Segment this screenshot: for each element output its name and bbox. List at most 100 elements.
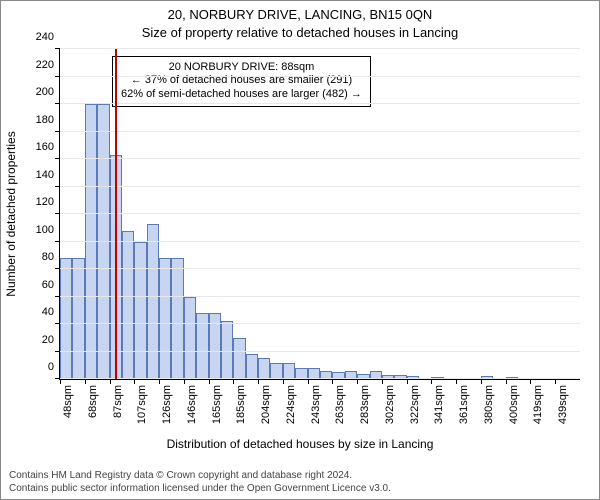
xtick-label: 107sqm bbox=[136, 385, 148, 424]
xtick-label: 185sqm bbox=[235, 385, 247, 424]
gridline-h bbox=[60, 131, 580, 132]
xtick-label: 380sqm bbox=[483, 385, 495, 424]
xtick-label: 48sqm bbox=[62, 385, 74, 418]
histogram-bar bbox=[171, 258, 183, 379]
ytick-label: 0 bbox=[48, 361, 60, 373]
xtick-mark bbox=[431, 379, 432, 384]
xtick-mark bbox=[85, 379, 86, 384]
ytick-mark bbox=[55, 76, 60, 77]
xtick-mark bbox=[209, 379, 210, 384]
xtick-label: 400sqm bbox=[508, 385, 520, 424]
xtick-label: 341sqm bbox=[433, 385, 445, 424]
ytick-label: 100 bbox=[36, 224, 60, 236]
histogram-bar bbox=[147, 224, 159, 379]
ytick-mark bbox=[55, 351, 60, 352]
ytick-mark bbox=[55, 158, 60, 159]
ytick-label: 60 bbox=[42, 279, 60, 291]
y-axis-label: Number of detached properties bbox=[4, 131, 18, 296]
footer-attribution: Contains HM Land Registry data © Crown c… bbox=[9, 470, 591, 495]
xtick-label: 146sqm bbox=[186, 385, 198, 424]
histogram-bar bbox=[97, 104, 109, 379]
ytick-mark bbox=[55, 48, 60, 49]
ytick-mark bbox=[55, 213, 60, 214]
xtick-label: 126sqm bbox=[161, 385, 173, 424]
xtick-mark bbox=[283, 379, 284, 384]
xtick-label: 243sqm bbox=[310, 385, 322, 424]
xtick-mark bbox=[184, 379, 185, 384]
xtick-mark bbox=[308, 379, 309, 384]
histogram-bar bbox=[283, 363, 295, 380]
xtick-label: 224sqm bbox=[285, 385, 297, 424]
gridline-h bbox=[60, 296, 580, 297]
gridline-h bbox=[60, 351, 580, 352]
histogram-bar bbox=[233, 338, 245, 379]
xtick-mark bbox=[110, 379, 111, 384]
gridline-h bbox=[60, 158, 580, 159]
xtick-mark bbox=[407, 379, 408, 384]
xtick-mark bbox=[530, 379, 531, 384]
xtick-mark bbox=[258, 379, 259, 384]
page-title-line2: Size of property relative to detached ho… bbox=[1, 25, 599, 40]
histogram-bar bbox=[159, 258, 171, 379]
histogram-bar bbox=[122, 231, 134, 380]
gridline-h bbox=[60, 323, 580, 324]
ytick-label: 80 bbox=[42, 251, 60, 263]
ytick-label: 240 bbox=[36, 31, 60, 43]
xtick-label: 68sqm bbox=[87, 385, 99, 418]
annotation-line3: 62% of semi-detached houses are larger (… bbox=[121, 88, 362, 102]
footer-line2: Contains public sector information licen… bbox=[9, 483, 591, 496]
xtick-mark bbox=[481, 379, 482, 384]
ytick-label: 220 bbox=[36, 59, 60, 71]
ytick-label: 200 bbox=[36, 86, 60, 98]
footer-line1: Contains HM Land Registry data © Crown c… bbox=[9, 470, 591, 483]
xtick-mark bbox=[506, 379, 507, 384]
ytick-label: 20 bbox=[42, 334, 60, 346]
xtick-mark bbox=[555, 379, 556, 384]
ytick-label: 160 bbox=[36, 141, 60, 153]
xtick-mark bbox=[382, 379, 383, 384]
xtick-mark bbox=[134, 379, 135, 384]
ytick-label: 140 bbox=[36, 169, 60, 181]
xtick-mark bbox=[357, 379, 358, 384]
histogram-bar bbox=[184, 297, 196, 380]
xtick-label: 322sqm bbox=[409, 385, 421, 424]
ytick-mark bbox=[55, 103, 60, 104]
xtick-mark bbox=[233, 379, 234, 384]
ytick-mark bbox=[55, 268, 60, 269]
chart-container: 20, NORBURY DRIVE, LANCING, BN15 0QN Siz… bbox=[0, 0, 600, 500]
page-title-line1: 20, NORBURY DRIVE, LANCING, BN15 0QN bbox=[1, 7, 599, 22]
gridline-h bbox=[60, 213, 580, 214]
histogram-bar bbox=[134, 242, 146, 380]
xtick-label: 283sqm bbox=[359, 385, 371, 424]
gridline-h bbox=[60, 268, 580, 269]
xtick-mark bbox=[332, 379, 333, 384]
annotation-line1: 20 NORBURY DRIVE: 88sqm bbox=[121, 61, 362, 75]
gridline-h bbox=[60, 378, 580, 379]
xtick-label: 361sqm bbox=[458, 385, 470, 424]
gridline-h bbox=[60, 103, 580, 104]
annotation-box: 20 NORBURY DRIVE: 88sqm ← 37% of detache… bbox=[112, 56, 371, 107]
histogram-bar bbox=[246, 354, 258, 379]
histogram-bar bbox=[60, 258, 72, 379]
histogram-bar bbox=[258, 358, 270, 379]
histogram-bar bbox=[270, 363, 282, 380]
ytick-label: 120 bbox=[36, 196, 60, 208]
ytick-mark bbox=[55, 241, 60, 242]
ytick-label: 180 bbox=[36, 114, 60, 126]
xtick-mark bbox=[456, 379, 457, 384]
xtick-label: 263sqm bbox=[334, 385, 346, 424]
ytick-mark bbox=[55, 131, 60, 132]
xtick-label: 439sqm bbox=[557, 385, 569, 424]
ytick-mark bbox=[55, 323, 60, 324]
xtick-label: 204sqm bbox=[260, 385, 272, 424]
ytick-label: 40 bbox=[42, 306, 60, 318]
xtick-label: 302sqm bbox=[384, 385, 396, 424]
xtick-label: 87sqm bbox=[112, 385, 124, 418]
ytick-mark bbox=[55, 186, 60, 187]
gridline-h bbox=[60, 186, 580, 187]
x-axis-label: Distribution of detached houses by size … bbox=[1, 437, 599, 451]
plot-area: 20 NORBURY DRIVE: 88sqm ← 37% of detache… bbox=[59, 49, 580, 380]
gridline-h bbox=[60, 48, 580, 49]
xtick-label: 165sqm bbox=[211, 385, 223, 424]
gridline-h bbox=[60, 76, 580, 77]
